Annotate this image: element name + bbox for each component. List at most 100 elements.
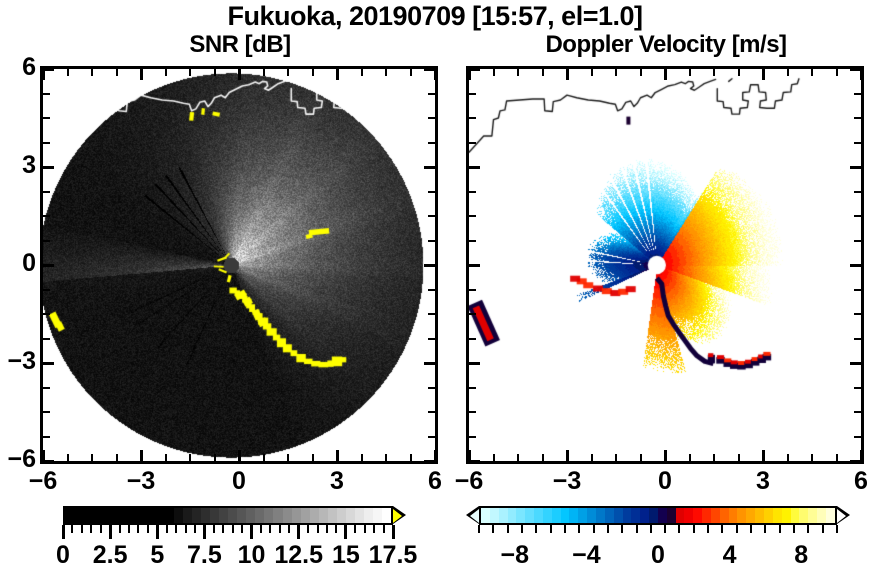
colorbar-segment <box>219 508 229 523</box>
colorbar-segment <box>355 508 365 523</box>
colorbar-segment <box>649 508 658 523</box>
colorbar-segment <box>264 508 274 523</box>
colorbar-tick <box>260 525 262 533</box>
colorbar-segment <box>110 508 120 523</box>
colorbar-tick <box>793 525 796 533</box>
colorbar-tick <box>635 525 638 533</box>
x-axis-label: 3 <box>330 467 344 495</box>
tick-mark <box>43 460 54 461</box>
colorbar-segment <box>755 508 764 523</box>
tick-mark <box>713 69 715 76</box>
tick-mark <box>854 387 861 389</box>
colorbar-extend-max-outline <box>393 506 406 524</box>
colorbar-segment <box>65 508 75 523</box>
tick-mark <box>640 454 642 461</box>
colorbar-segment <box>309 508 319 523</box>
y-axis-label: 6 <box>22 53 36 81</box>
tick-mark <box>165 69 167 76</box>
snr-axis-ticks <box>43 69 435 461</box>
colorbar-tick <box>606 525 609 533</box>
y-axis-label: −6 <box>7 445 36 473</box>
colorbar-segment <box>560 508 570 523</box>
tick-mark <box>493 69 495 76</box>
colorbar-segment <box>146 508 156 523</box>
tick-mark <box>469 93 476 95</box>
colorbar-tick <box>184 525 187 533</box>
colorbar-segment <box>587 508 596 523</box>
tick-mark <box>424 362 435 365</box>
tick-mark <box>566 450 569 461</box>
colorbar-tick <box>549 525 552 533</box>
colorbar-tick <box>578 525 581 533</box>
tick-mark <box>263 69 265 76</box>
colorbar-segment <box>182 508 192 523</box>
colorbar-segment <box>273 508 283 523</box>
colorbar-segment <box>799 508 809 523</box>
colorbar-tick <box>778 525 781 533</box>
tick-mark <box>566 69 569 80</box>
tick-mark <box>43 264 54 267</box>
tick-mark <box>410 69 412 76</box>
tick-mark <box>287 69 289 76</box>
tick-mark <box>189 454 191 461</box>
colorbar-tick <box>99 525 102 533</box>
tick-mark <box>860 69 861 80</box>
doppler-radar-image <box>469 69 861 461</box>
tick-mark <box>189 69 191 76</box>
tick-mark <box>424 460 435 461</box>
tick-mark <box>854 240 861 242</box>
colorbar-segment <box>336 508 346 523</box>
colorbar-segment <box>101 508 111 523</box>
colorbar-tick <box>707 525 710 533</box>
colorbar-segment <box>534 508 543 523</box>
tick-mark <box>640 69 642 76</box>
colorbar-tick <box>721 525 724 533</box>
tick-mark <box>410 454 412 461</box>
y-axis-label: −3 <box>7 347 36 375</box>
colorbar-tick <box>288 525 291 533</box>
tick-mark <box>312 454 314 461</box>
colorbar-tick <box>692 525 695 533</box>
colorbar-tick <box>80 525 83 533</box>
tick-mark <box>312 69 314 76</box>
tick-mark <box>738 454 740 461</box>
tick-mark <box>854 313 861 315</box>
colorbar-segment <box>382 508 392 523</box>
colorbar-segment <box>373 508 383 523</box>
colorbar-segment <box>569 508 579 523</box>
tick-mark <box>43 450 45 461</box>
colorbar-tick <box>836 525 838 533</box>
colorbar-segment <box>155 508 165 523</box>
tick-mark <box>428 117 435 119</box>
colorbar-segment <box>825 508 835 523</box>
tick-mark <box>689 69 691 76</box>
x-axis-label: −3 <box>126 467 156 495</box>
x-axis-label: 0 <box>658 467 672 495</box>
colorbar-segment <box>551 508 561 523</box>
colorbar-segment <box>516 508 526 523</box>
x-axis-label: 6 <box>854 467 868 495</box>
tick-mark <box>493 454 495 461</box>
tick-mark <box>469 264 480 267</box>
doppler-axis-ticks <box>469 69 861 461</box>
colorbar-tick <box>735 525 738 533</box>
tick-mark <box>469 166 480 169</box>
colorbar-tick <box>750 525 753 533</box>
tick-mark <box>850 460 861 461</box>
colorbar-segment <box>164 508 174 523</box>
colorbar-segment <box>781 508 791 523</box>
tick-mark <box>738 69 740 76</box>
colorbar-tick <box>175 525 178 533</box>
colorbar-segment <box>710 508 720 523</box>
colorbar-segment <box>719 508 729 523</box>
colorbar-tick <box>137 525 140 533</box>
colorbar-segment <box>772 508 782 523</box>
tick-mark <box>811 69 813 76</box>
tick-mark <box>615 454 617 461</box>
tick-mark <box>428 215 435 217</box>
snr-radar-image <box>43 69 435 461</box>
tick-mark <box>517 69 519 76</box>
colorbar-tick <box>278 525 281 533</box>
colorbar-segment <box>237 508 247 523</box>
